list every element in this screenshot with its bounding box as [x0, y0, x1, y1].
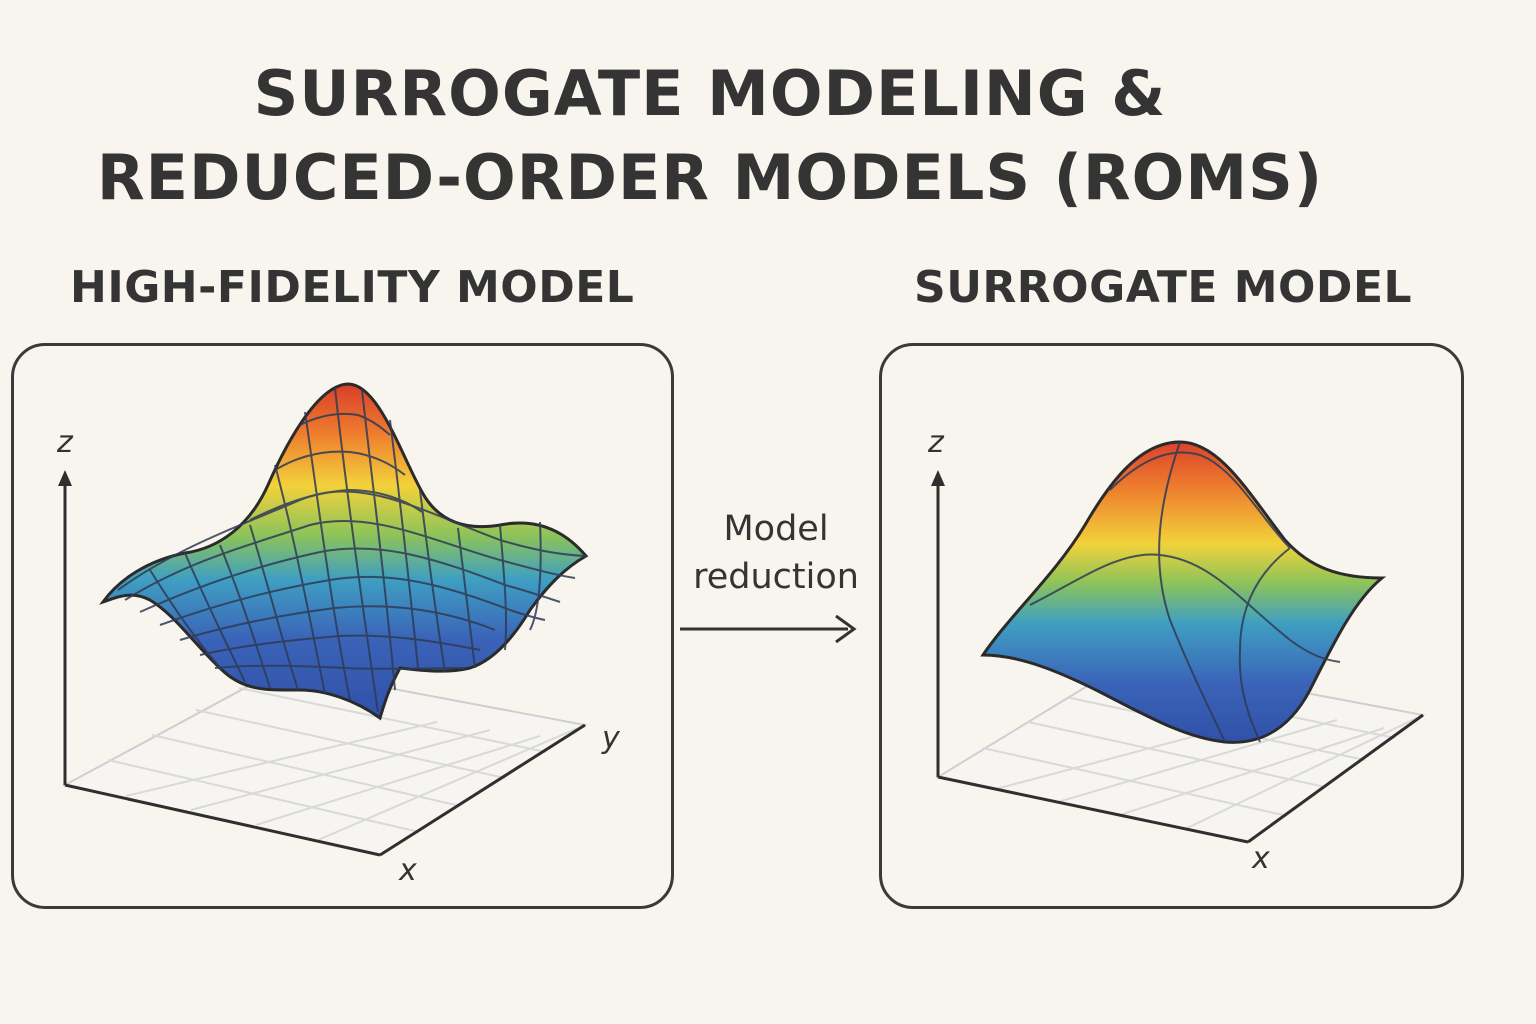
- model-reduction-arrow: [680, 614, 857, 644]
- model-reduction-line-2: reduction: [693, 557, 859, 597]
- surrogate-plot: z x: [927, 425, 1426, 876]
- surrogate-surface: [980, 440, 1387, 744]
- page-title-line-2: REDUCED-ORDER MODELS (ROMS): [96, 141, 1324, 214]
- model-reduction-line-1: Model: [723, 509, 829, 549]
- high-fidelity-base-grid-lines: [107, 687, 586, 841]
- high-fidelity-mesh-lines: [117, 387, 587, 713]
- high-fidelity-z-arrowhead: [58, 470, 72, 486]
- high-fidelity-x-label: x: [398, 853, 417, 888]
- model-reduction-label: Model reduction: [676, 505, 876, 601]
- surrogate-z-arrowhead: [931, 470, 945, 486]
- surrogate-z-label: z: [927, 425, 945, 460]
- high-fidelity-base-grid-plane: [62, 666, 588, 857]
- high-fidelity-plot: z y x: [56, 382, 621, 888]
- high-fidelity-axes: [63, 482, 586, 857]
- surrogate-title: SURROGATE MODEL: [914, 262, 1413, 313]
- page-title: SURROGATE MODELING & REDUCED-ORDER MODEL…: [0, 52, 1420, 220]
- high-fidelity-z-label: z: [56, 425, 74, 460]
- surrogate-x-label: x: [1251, 841, 1270, 876]
- surrogate-mesh-lines: [1029, 441, 1341, 743]
- high-fidelity-surface: [99, 382, 589, 721]
- surrogate-axes: [936, 482, 1424, 844]
- high-fidelity-y-label: y: [601, 721, 621, 756]
- page-title-line-1: SURROGATE MODELING &: [253, 57, 1167, 130]
- high-fidelity-title: HIGH-FIDELITY MODEL: [70, 262, 635, 313]
